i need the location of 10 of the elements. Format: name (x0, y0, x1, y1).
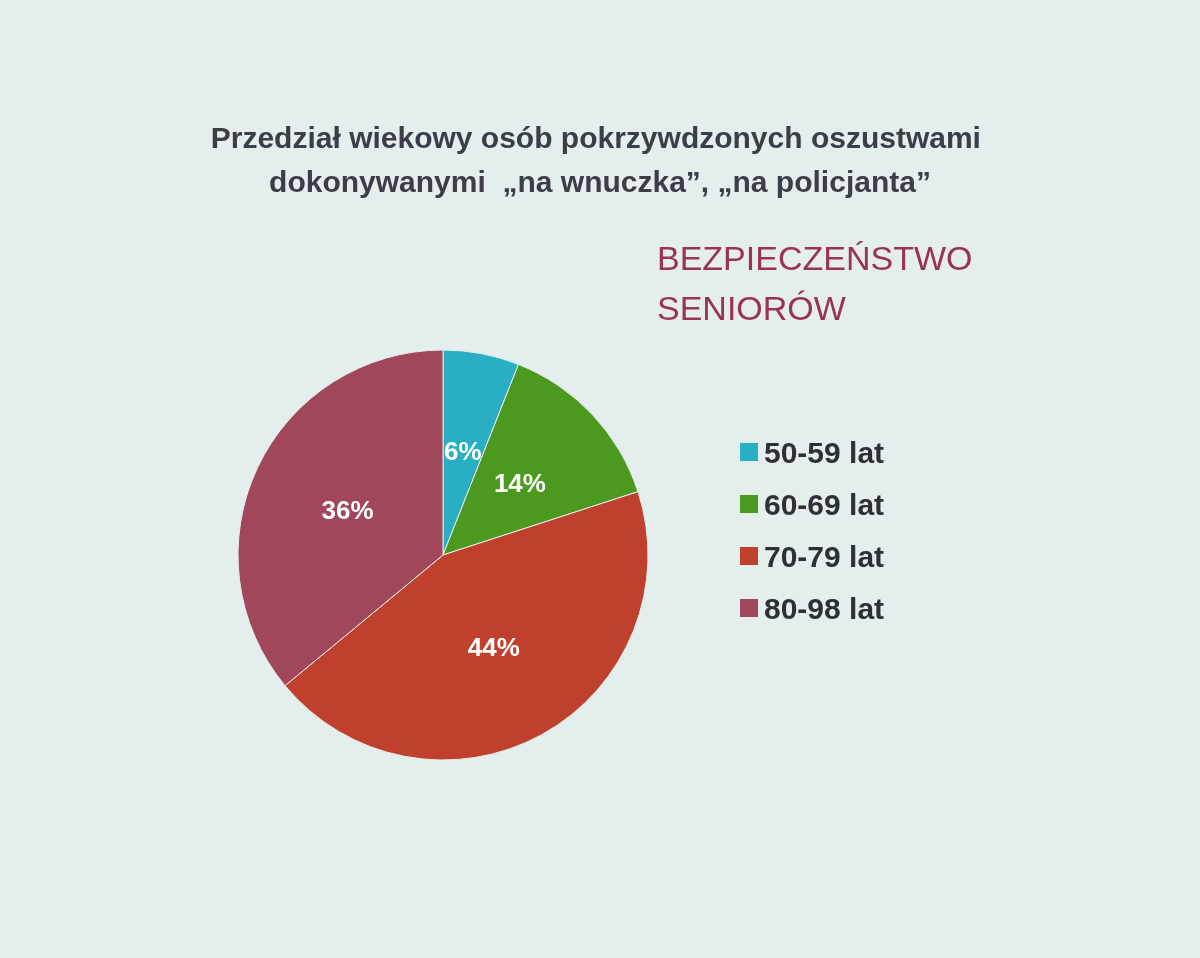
chart-title: Przedział wiekowy osób pokrzywdzonych oszustwami dokonywanymi „na wnuczka”, „na policjanta” (210, 120, 990, 198)
legend-label: 80-98 lat (764, 591, 885, 625)
chart-subtitle: BEZPIECZEŃSTWO SENIORÓW (657, 239, 982, 327)
legend-label: 70-79 lat (764, 539, 885, 573)
data-label: 36% (321, 495, 374, 526)
data-label: 6% (443, 436, 482, 467)
legend-label: 60-69 lat (764, 487, 885, 521)
data-label: 14% (493, 467, 546, 498)
data-label: 44% (467, 632, 520, 663)
legend-label: 50-59 lat (764, 435, 885, 469)
